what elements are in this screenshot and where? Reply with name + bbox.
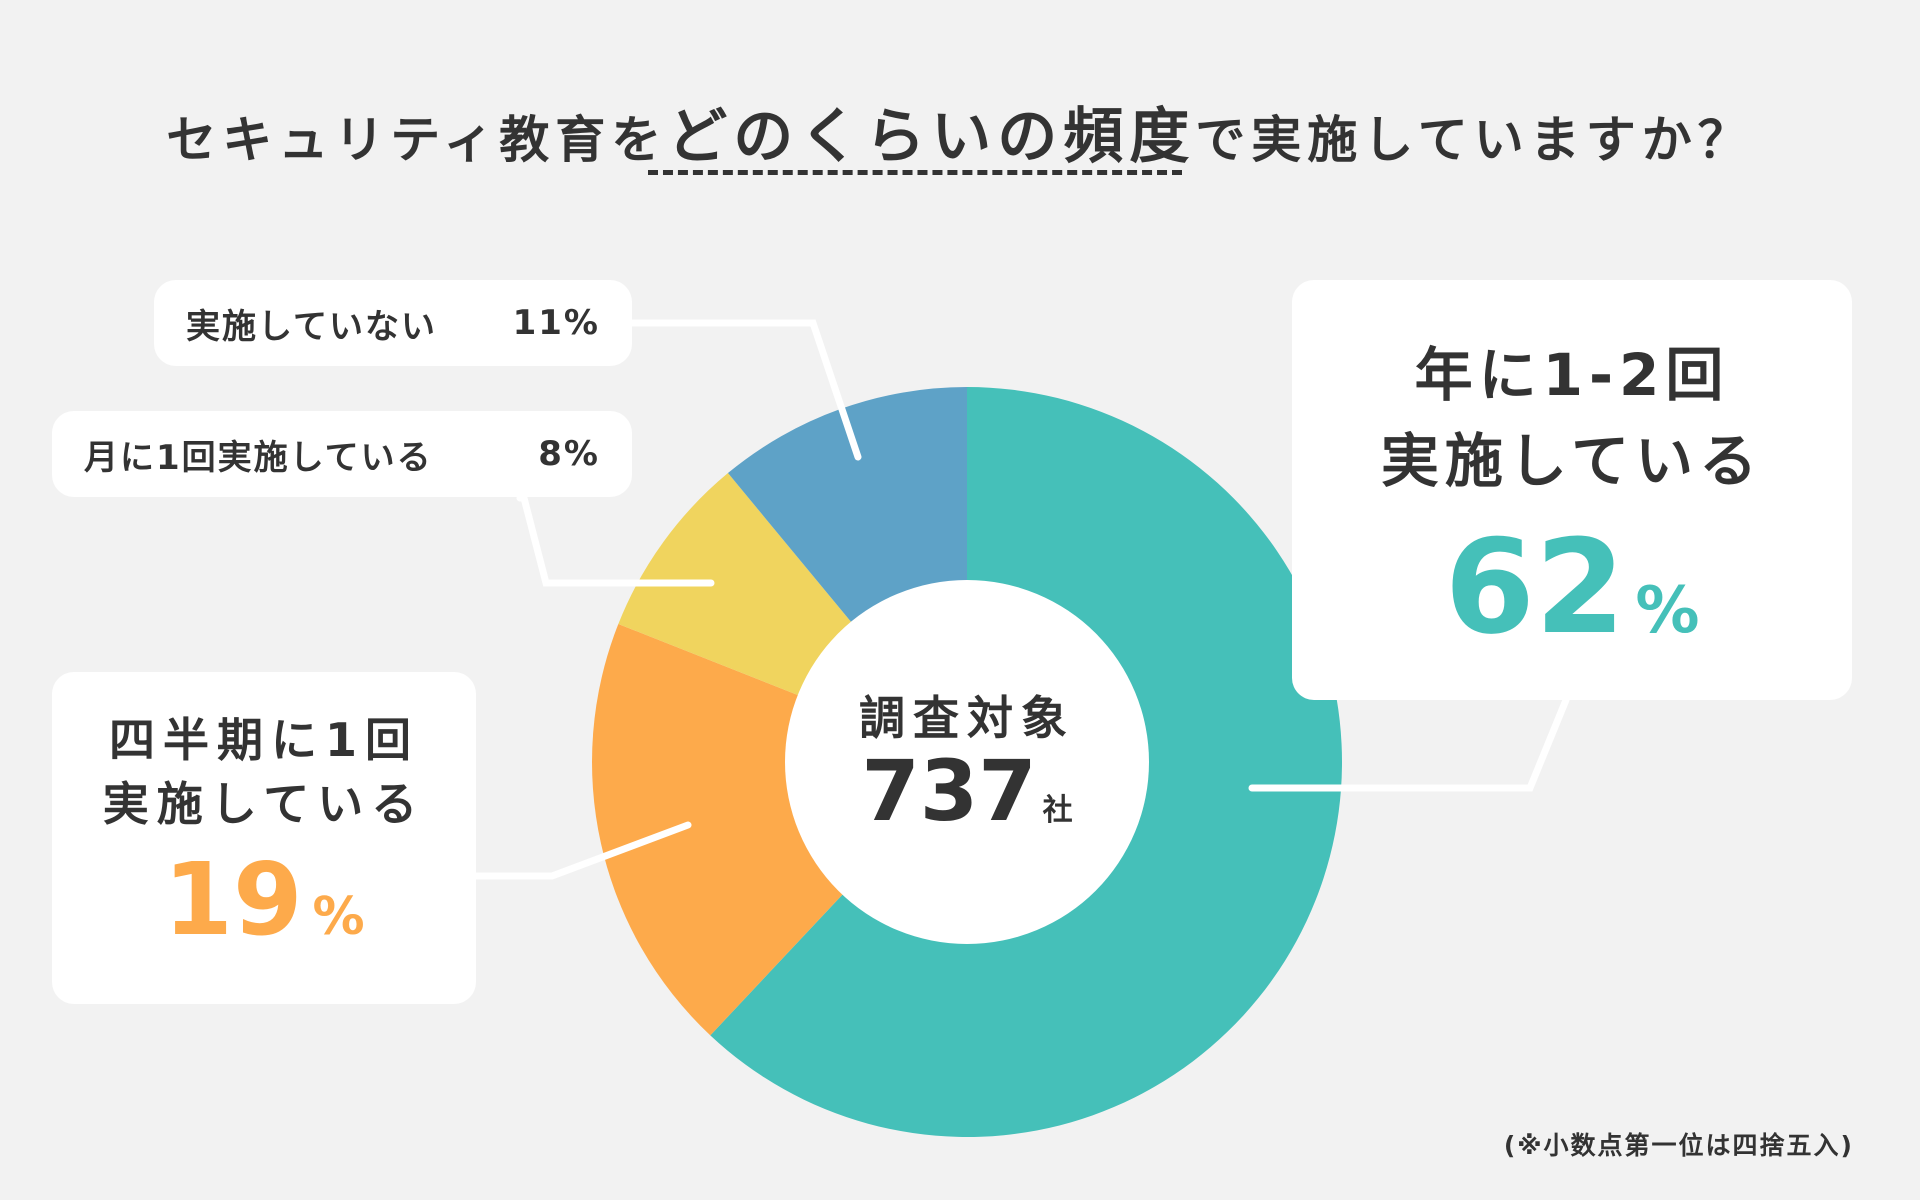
title-underline <box>648 170 1182 175</box>
label-quarterly-line1: 四半期に1回 <box>108 713 419 767</box>
leader-line-quarterly <box>464 821 692 880</box>
label-quarterly-value: 19 <box>163 841 303 958</box>
label-none-pct: 11% <box>512 303 600 343</box>
donut-center-label: 調査対象 737 社 <box>785 690 1149 836</box>
label-monthly-text: 月に1回実施している <box>84 437 433 478</box>
center-count: 737 <box>861 742 1037 840</box>
leader-line-yearly <box>1248 696 1570 792</box>
label-quarterly-line2: 実施している <box>102 777 426 831</box>
label-box-none: 実施していない 11% <box>154 280 632 366</box>
label-box-yearly: 年に1-2回 実施している 62% <box>1292 280 1852 700</box>
rounding-note: (※小数点第一位は四捨五入) <box>1503 1131 1854 1160</box>
label-box-monthly: 月に1回実施している 8% <box>52 411 632 497</box>
leader-line-monthly <box>516 494 715 587</box>
label-yearly-pct-sign: % <box>1635 574 1700 648</box>
title-part-1: セキュリティ教育を <box>166 111 668 169</box>
label-yearly-value: 62 <box>1444 511 1626 663</box>
label-monthly-pct: 8% <box>538 434 600 474</box>
donut-hole <box>785 580 1149 944</box>
title-highlight: どのくらいの頻度 <box>667 102 1196 172</box>
label-box-quarterly: 四半期に1回 実施している 19% <box>52 672 476 1004</box>
center-unit: 社 <box>1042 793 1073 828</box>
leader-line-none <box>616 319 862 461</box>
title-part-3: で実施していますか？ <box>1195 111 1754 169</box>
label-none-text: 実施していない <box>186 306 437 347</box>
leader-lines <box>464 319 1570 880</box>
label-yearly-line1: 年に1-2回 <box>1414 341 1730 409</box>
chart-title: セキュリティ教育をどのくらいの頻度で実施していますか？ <box>0 88 1920 175</box>
label-quarterly-pct-sign: % <box>312 887 365 947</box>
center-caption: 調査対象 <box>859 691 1075 745</box>
label-yearly-line2: 実施している <box>1380 427 1764 495</box>
